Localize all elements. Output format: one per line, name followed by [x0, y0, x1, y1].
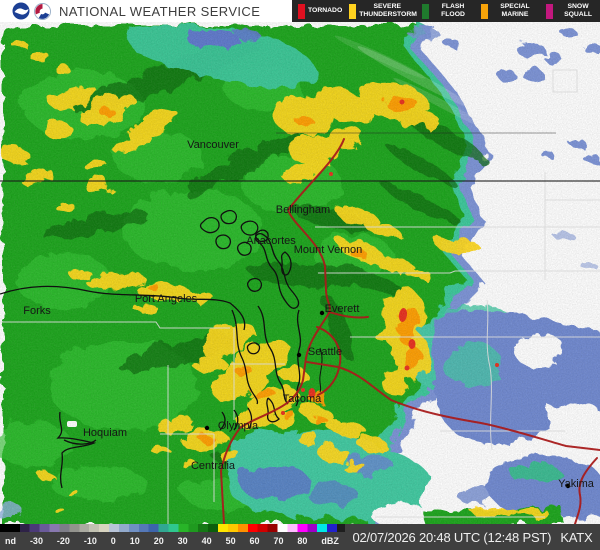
agency-logos — [12, 2, 51, 20]
colorbar-tick: -10 — [83, 536, 97, 546]
colorbar-tick: 40 — [201, 536, 212, 546]
warning-legend-item: SPECIAL MARINE — [480, 3, 539, 19]
warning-label: FLASH FLOOD — [441, 3, 465, 18]
colorbar-tick: 60 — [249, 536, 260, 546]
warning-legend-item: SEVERE THUNDERSTORM — [349, 3, 417, 19]
colorbar-tick: 0 — [110, 536, 116, 546]
timestamp: 02/07/2026 20:48 UTC (12:48 PST) — [352, 529, 552, 545]
warning-swatch — [546, 3, 554, 19]
warning-label: SEVERE THUNDERSTORM — [359, 3, 417, 18]
city-label-everett: Everett — [325, 303, 360, 315]
city-dot-everett — [319, 310, 325, 316]
status-panel: 02/07/2026 20:48 UTC (12:48 PST) KATX — [345, 524, 600, 550]
international-border — [0, 132, 600, 182]
highway-us2 — [328, 311, 369, 319]
city-label-bellingham: Bellingham — [276, 204, 330, 216]
city-label-seattle: Seattle — [308, 346, 342, 358]
colorbar-tick: nd — [5, 536, 16, 546]
warning-legend: TORNADO SEVERE THUNDERSTORM FLASH FLOOD SPE… — [292, 0, 600, 22]
highway-i405 — [316, 326, 342, 396]
warning-swatch — [298, 3, 305, 19]
colorbar-tick: -20 — [56, 536, 70, 546]
colorbar-tick: -30 — [29, 536, 43, 546]
noaa-logo — [12, 2, 30, 20]
warning-swatch — [480, 3, 488, 19]
city-dot-yakima — [565, 483, 571, 489]
colorbar-tick: 20 — [153, 536, 164, 546]
nws-logo — [34, 2, 51, 20]
city-dot-olympia — [204, 425, 210, 431]
radar-map[interactable]: Vancouver Bellingham Anacortes Mount Vernon… — [0, 22, 600, 524]
city-label-yakima: Yakima — [558, 478, 595, 490]
city-label-anacortes: Anacortes — [246, 235, 296, 247]
city-dot-seattle — [296, 352, 302, 358]
colorbar-tick: 10 — [129, 536, 140, 546]
header-bar: NATIONAL WEATHER SERVICE TORNADO SEVERE T… — [0, 0, 600, 22]
city-label-port-angeles: Port Angeles — [135, 293, 198, 305]
city-label-forks: Forks — [23, 305, 51, 317]
warning-label: TORNADO — [308, 7, 343, 15]
city-label-vancouver: Vancouver — [187, 139, 239, 151]
bottom-bar: nd -30 -20 -10 0 10 20 30 40 50 60 70 80 dBZ 02/07/20… — [0, 524, 600, 550]
county-borders — [0, 69, 600, 524]
colorbar-tick-labels: nd -30 -20 -10 0 10 20 30 40 50 60 70 80 dBZ — [0, 532, 345, 550]
warning-label: SPECIAL MARINE — [500, 3, 530, 18]
colorbar-tick: dBZ — [321, 536, 339, 546]
highways — [219, 138, 600, 524]
station-id: KATX — [560, 529, 593, 545]
highway-i82 — [574, 457, 598, 524]
colorbar-tick: 80 — [297, 536, 308, 546]
coastline — [0, 209, 323, 489]
city-label-centralia: Centralia — [191, 460, 236, 472]
colorbar-tick: 30 — [177, 536, 188, 546]
colorbar-tick: 50 — [225, 536, 236, 546]
reflectivity-colorbar — [0, 524, 337, 532]
city-label-olympia: Olympia — [218, 420, 259, 432]
city-label-mount-vernon: Mount Vernon — [294, 244, 363, 256]
warning-legend-item: FLASH FLOOD — [422, 3, 474, 19]
colorbar-tick: 70 — [273, 536, 284, 546]
warning-swatch — [422, 3, 430, 19]
warning-swatch — [349, 3, 357, 19]
warning-legend-item: SNOW SQUALL — [546, 3, 600, 19]
warning-legend-item: TORNADO — [298, 3, 343, 19]
agency-title: NATIONAL WEATHER SERVICE — [59, 3, 261, 19]
highway-i90 — [306, 361, 600, 451]
city-label-hoquiam: Hoquiam — [83, 427, 127, 439]
warning-label: SNOW SQUALL — [564, 3, 593, 18]
city-label-tacoma: Tacoma — [283, 393, 322, 405]
noise-overlay-light — [0, 22, 600, 524]
